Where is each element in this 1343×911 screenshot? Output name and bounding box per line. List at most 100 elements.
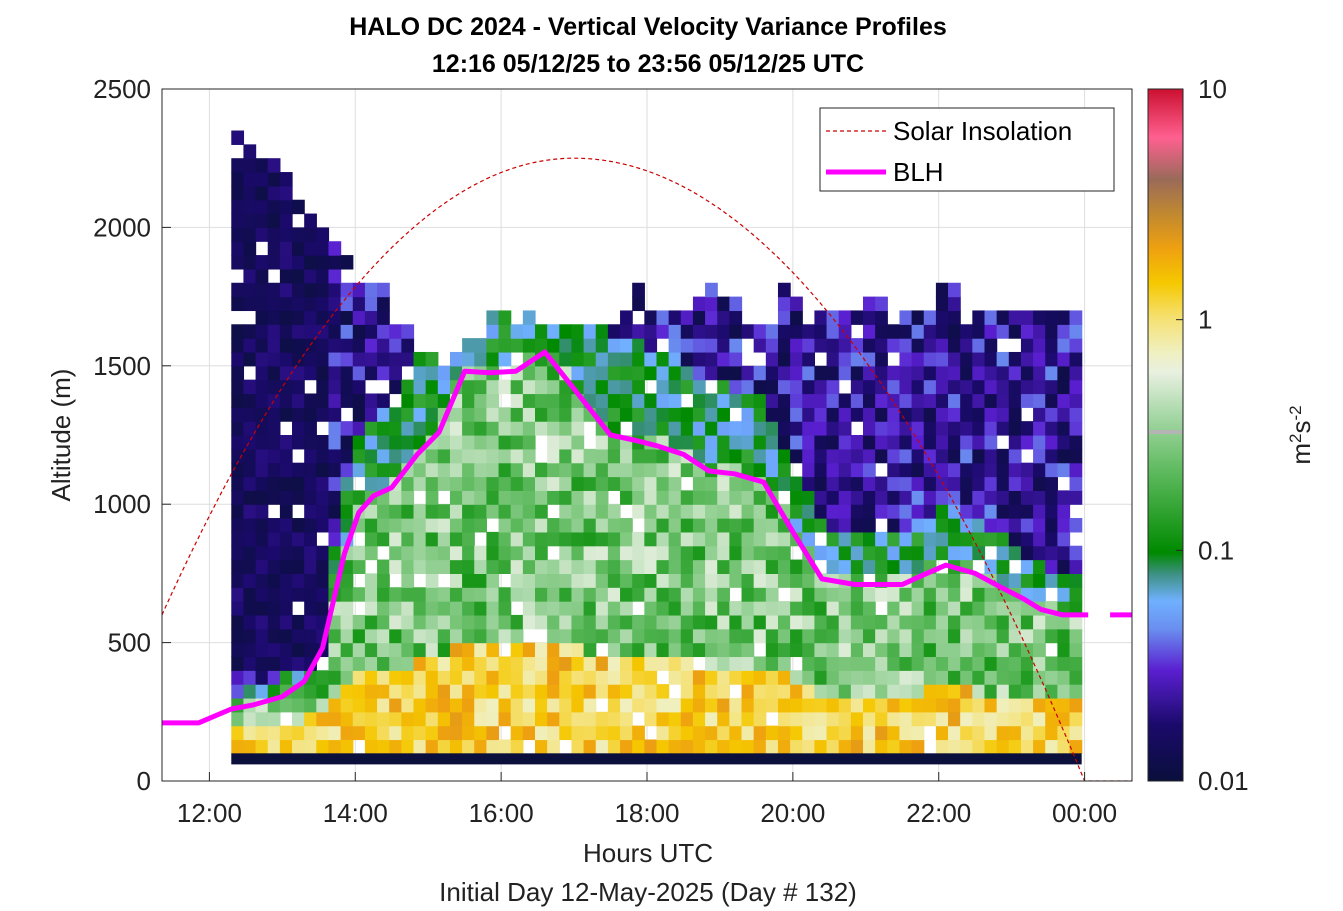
- heatmap-cell: [607, 739, 621, 754]
- heatmap-cell: [389, 587, 402, 602]
- heatmap-cell: [680, 407, 694, 422]
- heatmap-cell: [462, 601, 475, 616]
- heatmap-cell: [352, 296, 366, 312]
- heatmap-cell: [972, 642, 986, 658]
- heatmap-cell: [850, 614, 864, 630]
- heatmap-cell: [632, 351, 645, 367]
- heatmap-cell: [911, 697, 925, 713]
- heatmap-cell: [364, 545, 378, 561]
- heatmap-cell: [765, 725, 779, 741]
- heatmap-cell: [595, 393, 609, 408]
- heatmap-cell: [826, 462, 840, 478]
- heatmap-cell: [304, 255, 317, 270]
- heatmap-cell: [559, 628, 573, 644]
- heatmap-cell: [1057, 518, 1071, 533]
- heatmap-cell: [401, 476, 415, 491]
- heatmap-cell: [911, 531, 925, 547]
- heatmap-cell: [996, 670, 1010, 685]
- heatmap-cell: [972, 531, 986, 547]
- heatmap-cell: [899, 393, 913, 408]
- heatmap-cell: [790, 684, 803, 699]
- heatmap-cell: [449, 739, 463, 754]
- heatmap-cell: [413, 684, 427, 699]
- heatmap-cell: [814, 711, 828, 727]
- heatmap-cell: [401, 559, 415, 574]
- heatmap-cell: [364, 421, 378, 436]
- heatmap-cell: [1069, 351, 1083, 367]
- heatmap-cell: [316, 711, 330, 727]
- heatmap-cell: [996, 393, 1010, 408]
- heatmap-cell: [899, 614, 913, 630]
- heatmap-cell: [765, 531, 779, 547]
- heatmap-cell: [802, 573, 816, 588]
- heatmap-cell: [850, 587, 864, 602]
- heatmap-cell: [972, 393, 986, 408]
- heatmap-cell: [401, 684, 415, 699]
- heatmap-cell: [644, 642, 658, 658]
- heatmap-cell: [1020, 642, 1034, 658]
- heatmap-cell: [583, 601, 597, 616]
- heatmap-cell: [389, 684, 402, 699]
- heatmap-cell: [692, 711, 706, 727]
- heatmap-cell: [850, 725, 864, 741]
- heatmap-cell: [705, 296, 718, 312]
- heatmap-cell: [377, 504, 390, 519]
- heatmap-cell: [449, 725, 463, 741]
- heatmap-cell: [486, 435, 500, 450]
- heatmap-cell: [1057, 351, 1071, 367]
- x-tick-label: 18:00: [614, 798, 679, 828]
- heatmap-cell: [814, 435, 828, 450]
- heatmap-cell: [948, 711, 961, 727]
- heatmap-cell: [607, 614, 621, 630]
- heatmap-cell: [1069, 656, 1083, 671]
- heatmap-cell: [474, 642, 487, 658]
- heatmap-cell: [996, 351, 1010, 367]
- heatmap-cell: [462, 531, 475, 547]
- heatmap-cell: [656, 518, 670, 533]
- heatmap-cell: [972, 462, 986, 478]
- heatmap-cell: [923, 490, 937, 505]
- heatmap-cell: [875, 435, 888, 450]
- x-tick-label: 20:00: [760, 798, 825, 828]
- heatmap-cell: [267, 255, 281, 270]
- heatmap-cell: [401, 504, 415, 519]
- heatmap-cell: [668, 365, 682, 381]
- heatmap-cell: [437, 656, 451, 671]
- heatmap-cell: [1045, 739, 1058, 754]
- heatmap-cell: [377, 601, 390, 616]
- heatmap-cell: [559, 393, 573, 408]
- heatmap-cell: [1069, 545, 1083, 561]
- heatmap-cell: [559, 697, 573, 713]
- heatmap-cell: [583, 725, 597, 741]
- heatmap-cell: [243, 601, 257, 616]
- heatmap-cell: [292, 241, 305, 256]
- heatmap-cell: [231, 601, 245, 616]
- heatmap-cell: [498, 518, 512, 533]
- heatmap-cell: [875, 670, 888, 685]
- heatmap-cell: [838, 545, 852, 561]
- heatmap-cell: [863, 559, 876, 574]
- heatmap-cell: [887, 407, 901, 422]
- heatmap-cell: [814, 490, 828, 505]
- heatmap-cell: [425, 518, 439, 533]
- heatmap-cell: [535, 670, 548, 685]
- heatmap-cell: [437, 642, 451, 658]
- heatmap-cell: [717, 379, 730, 395]
- heatmap-cell: [765, 601, 779, 616]
- heatmap-cell: [413, 601, 427, 616]
- heatmap-cell: [753, 324, 767, 339]
- heatmap-cell: [462, 545, 475, 561]
- heatmap-cell: [389, 545, 402, 561]
- heatmap-cell: [656, 545, 670, 561]
- heatmap-cell: [656, 628, 670, 644]
- heatmap-cell: [389, 324, 402, 339]
- heatmap-cell: [1045, 393, 1058, 408]
- heatmap-cell: [559, 587, 573, 602]
- heatmap-cell: [935, 711, 949, 727]
- heatmap-cell: [790, 351, 803, 367]
- heatmap-cell: [729, 656, 743, 671]
- heatmap-cell: [522, 462, 536, 478]
- heatmap-cell: [352, 490, 366, 505]
- heatmap-cell: [717, 310, 730, 325]
- heatmap-cell: [790, 379, 803, 395]
